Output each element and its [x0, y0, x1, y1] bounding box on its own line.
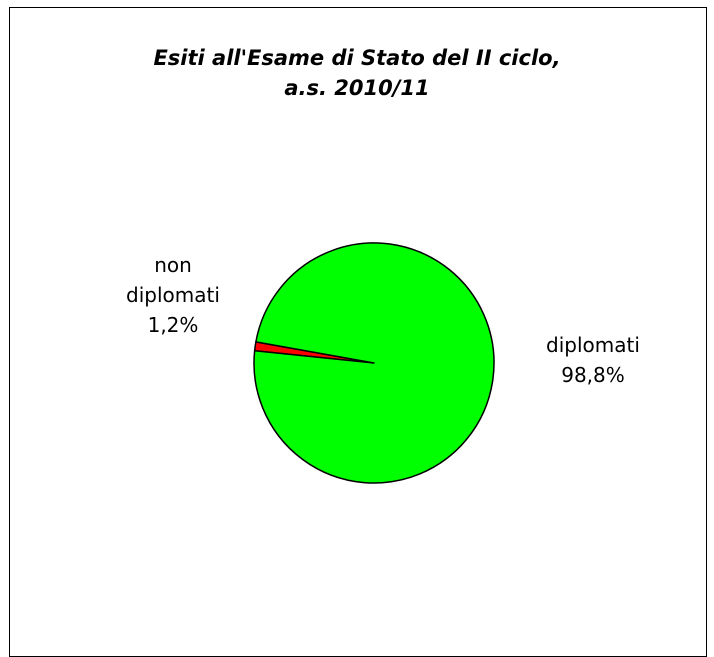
slice-name-non-line-2: diplomati [126, 283, 220, 307]
slice-name-non-line-1: non [154, 253, 192, 277]
slice-value-non-diplomati: 1,2% [147, 313, 199, 337]
slice-label-non-diplomati: non diplomati 1,2% [108, 250, 238, 340]
slice-name-diplomati: diplomati [546, 333, 640, 357]
pie-slice-diplomati [253, 242, 495, 484]
slice-label-diplomati: diplomati 98,8% [528, 330, 658, 390]
chart-title-line-1: Esiti all'Esame di Stato del II ciclo, [153, 46, 561, 70]
chart-title: Esiti all'Esame di Stato del II ciclo, a… [0, 43, 714, 103]
slice-value-diplomati: 98,8% [561, 363, 625, 387]
chart-title-line-2: a.s. 2010/11 [284, 76, 430, 100]
